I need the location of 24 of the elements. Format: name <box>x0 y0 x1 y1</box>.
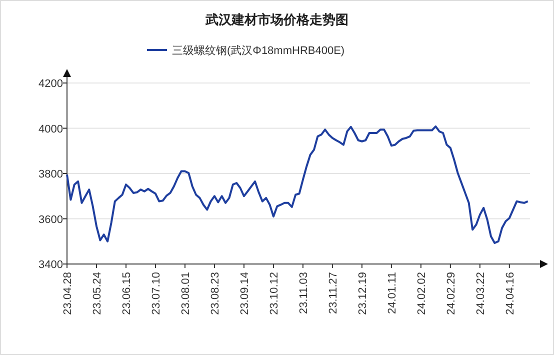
x-tick-label: 23.11.27 <box>327 272 340 314</box>
x-tick-label: 23.08.01 <box>180 272 192 315</box>
line-series <box>66 125 529 244</box>
x-tick-label: 23.07.10 <box>150 272 162 315</box>
x-tick-label: 23.10.12 <box>268 272 280 315</box>
x-tick-label: 24.04.16 <box>504 272 516 315</box>
x-tick-label: 23.12.19 <box>356 272 369 315</box>
x-tick-label: 24.02.02 <box>416 272 428 315</box>
x-tick-label: 24.03.22 <box>474 272 487 315</box>
legend-label: 三级螺纹钢(武汉Φ18mmHRB400E) <box>172 44 345 57</box>
x-tick-label: 23.04.28 <box>62 272 74 315</box>
y-tick-label: 4000 <box>38 123 63 136</box>
x-tick-label: 23.05.24 <box>91 272 104 315</box>
x-tick-label: 23.06.15 <box>120 272 133 315</box>
x-tick-label: 24.02.29 <box>445 272 458 315</box>
chart-title: 武汉建材市场价格走势图 <box>204 12 348 27</box>
x-tick-label: 23.09.14 <box>238 272 251 315</box>
x-tick-label: 24.01.11 <box>386 272 398 314</box>
y-tick-label: 3600 <box>38 214 63 226</box>
y-tick-label: 4200 <box>38 78 63 90</box>
y-tick-label: 3800 <box>38 168 63 180</box>
x-tick-label: 23.08.23 <box>209 272 222 315</box>
x-tick-label: 23.11.03 <box>298 272 310 314</box>
y-tick-label: 3400 <box>38 259 63 271</box>
